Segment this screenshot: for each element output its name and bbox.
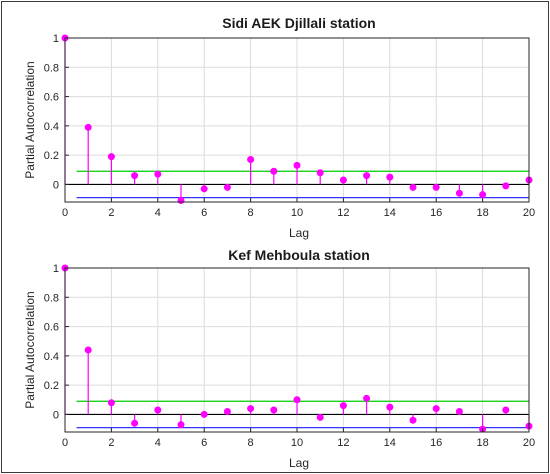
stem-marker-1 <box>293 161 301 169</box>
x-tick-label-1: 20 <box>523 207 535 219</box>
x-tick-label-1: 8 <box>248 207 254 219</box>
stem-marker-2 <box>432 405 440 413</box>
x-tick-label-2: 18 <box>476 437 488 449</box>
stem-marker-1 <box>316 169 324 177</box>
stem-marker-1 <box>270 167 278 175</box>
stem-marker-2 <box>223 408 231 415</box>
stem-marker-1 <box>131 172 139 180</box>
x-tick-label-2: 4 <box>155 437 161 449</box>
stem-marker-1 <box>247 156 255 164</box>
stem-marker-1 <box>84 123 92 131</box>
stem-marker-1 <box>363 172 371 180</box>
stem-marker-2 <box>200 410 208 418</box>
stem-marker-1 <box>455 189 463 197</box>
y-tick-label-2: 0.6 <box>44 322 59 334</box>
chart-title-2: Kef Mehboula station <box>228 247 370 263</box>
x-tick-label-2: 16 <box>430 437 442 449</box>
y-tick-label-1: 0 <box>53 179 59 191</box>
x-tick-label-1: 2 <box>108 207 114 219</box>
stem-marker-2 <box>316 413 324 421</box>
stem-marker-2 <box>177 421 185 429</box>
stem-marker-1 <box>107 153 115 161</box>
stem-marker-2 <box>131 419 139 427</box>
stem-marker-2 <box>386 403 394 411</box>
x-axis-label-2: Lag <box>289 456 309 470</box>
y-tick-label-1: 1 <box>53 33 59 45</box>
x-tick-label-2: 10 <box>291 437 303 449</box>
stem-marker-2 <box>270 406 278 414</box>
x-tick-label-1: 18 <box>476 207 488 219</box>
x-tick-label-1: 6 <box>201 207 207 219</box>
stem-marker-2 <box>84 346 92 354</box>
stem-marker-2 <box>339 402 347 410</box>
y-tick-label-2: 0.4 <box>44 351 59 363</box>
stem-marker-2 <box>409 416 417 424</box>
y-tick-label-2: 1 <box>53 263 59 275</box>
stem-marker-2 <box>502 406 510 414</box>
x-tick-label-2: 2 <box>108 437 114 449</box>
stem-marker-2 <box>455 408 463 415</box>
x-tick-label-1: 14 <box>384 207 396 219</box>
stem-marker-1 <box>479 191 487 199</box>
y-axis-label-2: Partial Autocorrelation <box>23 291 37 408</box>
x-tick-label-2: 8 <box>248 437 254 449</box>
x-tick-label-2: 6 <box>201 437 207 449</box>
stem-marker-1 <box>409 183 417 191</box>
x-tick-label-2: 14 <box>384 437 396 449</box>
stem-marker-1 <box>502 182 510 190</box>
stem-marker-2 <box>154 406 162 414</box>
x-tick-label-1: 0 <box>62 207 68 219</box>
y-tick-label-1: 0.6 <box>44 92 59 104</box>
stem-marker-1 <box>177 197 185 205</box>
y-axis-label-1: Partial Autocorrelation <box>23 61 37 178</box>
stem-marker-1 <box>339 176 347 184</box>
y-tick-label-1: 0.8 <box>44 62 59 74</box>
x-tick-label-2: 0 <box>62 437 68 449</box>
x-tick-label-1: 10 <box>291 207 303 219</box>
x-tick-label-1: 16 <box>430 207 442 219</box>
stem-marker-1 <box>223 183 231 191</box>
stem-marker-2 <box>363 394 371 402</box>
stem-marker-1 <box>432 183 440 191</box>
stem-marker-1 <box>200 185 208 193</box>
y-tick-label-1: 0.2 <box>44 150 59 162</box>
y-tick-label-2: 0 <box>53 409 59 421</box>
x-axis-label-1: Lag <box>289 226 309 240</box>
y-tick-label-2: 0.8 <box>44 292 59 304</box>
chart-title-1: Sidi AEK Djillali station <box>222 15 376 31</box>
x-tick-label-2: 20 <box>523 437 535 449</box>
x-tick-label-1: 4 <box>155 207 161 219</box>
stem-marker-1 <box>386 173 394 181</box>
stem-marker-1 <box>154 170 162 178</box>
x-tick-label-2: 12 <box>337 437 349 449</box>
stem-marker-2 <box>107 399 115 407</box>
stem-marker-2 <box>293 396 301 404</box>
y-tick-label-1: 0.4 <box>44 121 59 133</box>
stem-marker-2 <box>247 405 255 413</box>
y-tick-label-2: 0.2 <box>44 380 59 392</box>
x-tick-label-1: 12 <box>337 207 349 219</box>
